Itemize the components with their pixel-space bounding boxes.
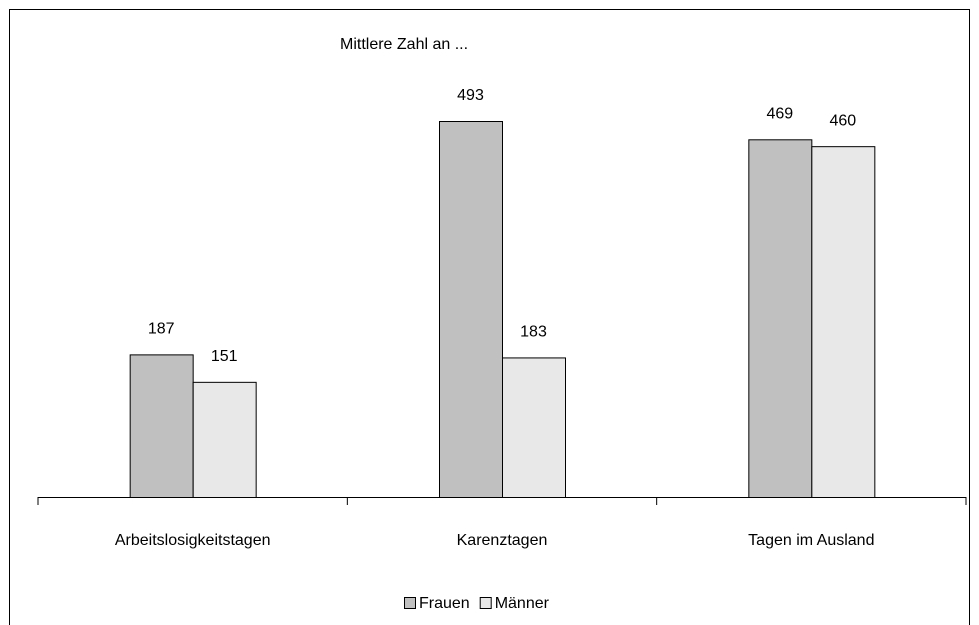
data-label: 469 bbox=[766, 106, 793, 123]
x-tick-label: Arbeitslosigkeitstagen bbox=[115, 532, 271, 549]
x-tick-label: Karenztagen bbox=[457, 532, 548, 549]
bar bbox=[748, 139, 813, 498]
legend-swatch bbox=[404, 597, 416, 609]
bar bbox=[439, 121, 503, 498]
data-label: 187 bbox=[148, 321, 175, 338]
data-label: 183 bbox=[520, 324, 547, 341]
bar bbox=[192, 381, 257, 498]
bar bbox=[811, 146, 876, 498]
bar bbox=[129, 354, 194, 498]
bar bbox=[502, 357, 566, 498]
chart-title: Mittlere Zahl an ... bbox=[340, 36, 468, 53]
data-label: 460 bbox=[829, 112, 856, 129]
legend-label: Frauen bbox=[419, 595, 470, 612]
data-label: 493 bbox=[457, 87, 484, 104]
legend-swatch bbox=[479, 597, 492, 609]
x-tick-label: Tagen im Ausland bbox=[748, 532, 874, 549]
data-label: 151 bbox=[211, 348, 238, 365]
legend-label: Männer bbox=[495, 595, 550, 612]
